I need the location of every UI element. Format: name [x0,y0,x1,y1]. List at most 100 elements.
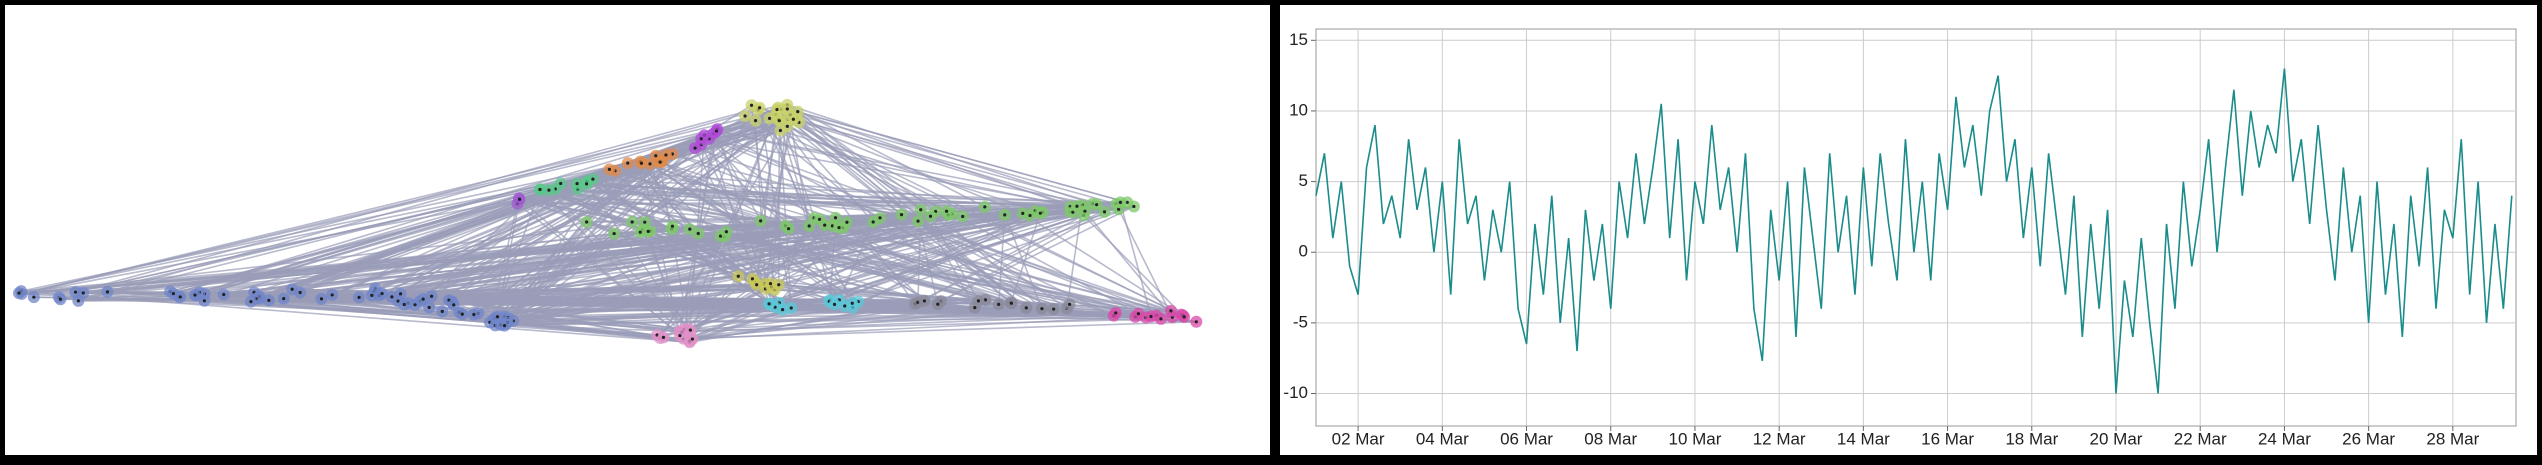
graph-node [662,336,665,339]
graph-node [872,220,875,223]
graph-node [193,293,196,296]
graph-node [626,162,629,165]
graph-node [357,296,360,299]
graph-node [758,106,761,109]
graph-node [1075,205,1078,208]
y-tick-label: 5 [1299,171,1308,190]
x-tick-label: 02 Mar [1332,429,1385,448]
graph-node [1095,203,1098,206]
graph-node [172,292,175,295]
graph-node [671,225,674,228]
graph-node [843,304,846,307]
graph-node [900,213,903,216]
graph-node [585,220,588,223]
graph-node [647,230,650,233]
x-tick-label: 20 Mar [2090,429,2143,448]
graph-node [769,282,772,285]
graph-node [428,306,431,309]
y-tick-label: 0 [1299,242,1308,261]
graph-node [503,324,506,327]
graph-node [370,294,373,297]
graph-node [777,283,780,286]
graph-node [929,215,932,218]
graph-node [678,334,681,337]
graph-node [851,302,854,305]
graph-node [1195,320,1198,323]
graph-node [743,114,746,117]
y-tick-label: 15 [1289,30,1308,49]
graph-node [1025,306,1028,309]
graph-node [496,315,499,318]
graph-node [299,291,302,294]
graph-node [1137,312,1140,315]
graph-node [781,308,784,311]
graph-node [1132,205,1135,208]
graph-node [547,188,550,191]
graph-node [472,313,475,316]
graph-node [77,299,80,302]
graph-node [792,118,795,121]
graph-node [786,125,789,128]
y-tick-label: 10 [1289,100,1308,119]
graph-node [767,302,770,305]
x-tick-label: 18 Mar [2005,429,2058,448]
x-tick-label: 12 Mar [1753,429,1806,448]
graph-node [320,297,323,300]
graph-node [983,205,986,208]
graph-node [559,182,562,185]
graph-node [106,290,109,293]
graph-node [380,292,383,295]
x-tick-label: 10 Mar [1668,429,1721,448]
graph-node [693,147,696,150]
graph-node [1103,210,1106,213]
graph-node [422,297,425,300]
graph-node [697,232,700,235]
graph-node [787,227,790,230]
graph-node [267,299,270,302]
graph-node [755,283,758,286]
x-tick-label: 22 Mar [2174,429,2227,448]
graph-node [790,306,793,309]
graph-node [759,219,762,222]
graph-node [664,153,667,156]
graph-node [518,198,521,201]
graph-node [945,210,948,213]
graph-node [1021,212,1024,215]
y-tick-label: -10 [1283,383,1308,402]
graph-node [754,119,757,122]
graph-node [689,328,692,331]
graph-node [1169,309,1172,312]
graph-node [461,313,464,316]
graph-node [936,303,939,306]
graph-node [585,182,588,185]
graph-node [786,107,789,110]
graph-node [796,110,799,113]
graph-node [1083,210,1086,213]
graph-node [1039,212,1042,215]
graph-node [1149,315,1152,318]
x-tick-label: 26 Mar [2342,429,2395,448]
graph-node [452,303,455,306]
graph-node [1003,213,1006,216]
graph-node [640,162,643,165]
graph-node [648,162,651,165]
graph-node [643,221,646,224]
graph-edge [779,121,780,285]
graph-node [808,224,811,227]
graph-node [1052,307,1055,310]
graph-node [639,231,642,234]
graph-node [725,230,728,233]
graph-node [775,108,778,111]
graph-node [1183,315,1186,318]
graph-node [282,297,285,300]
graph-node [403,303,406,306]
graph-node [331,293,334,296]
graph-node [916,220,919,223]
graph-node [659,161,662,164]
graph-node [32,296,35,299]
graph-node [973,306,976,309]
graph-node [715,129,718,132]
graph-node [1040,307,1043,310]
graph-node [441,310,444,313]
